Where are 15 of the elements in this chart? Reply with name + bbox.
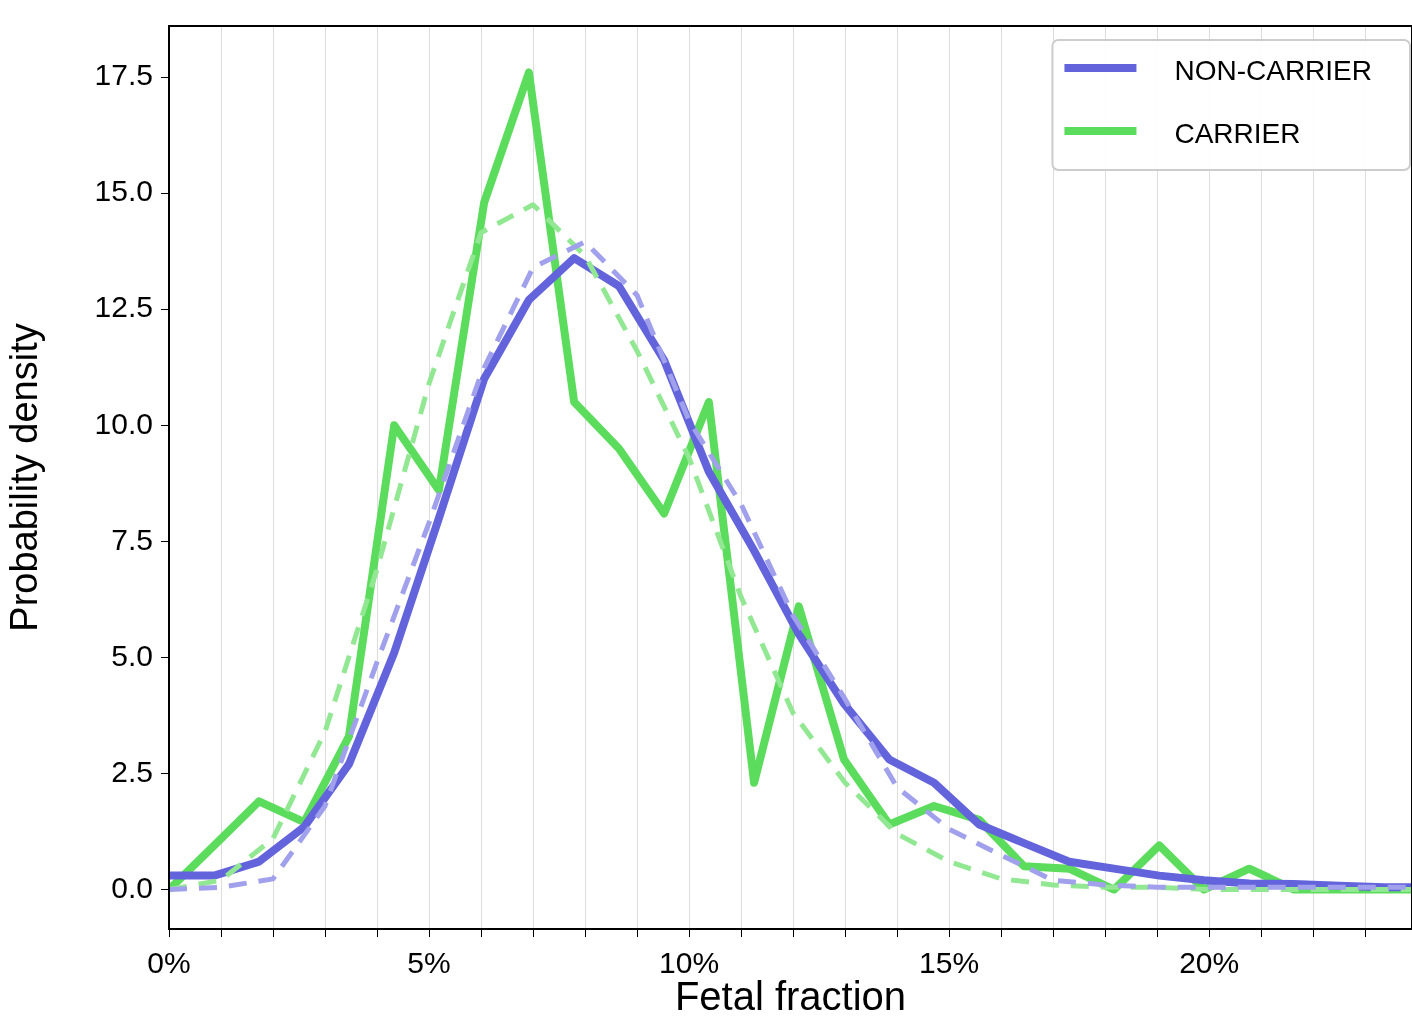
x-tick-label: 5% [407, 946, 451, 980]
y-tick-label: 12.5 [94, 290, 153, 324]
y-tick-label: 15.0 [94, 174, 153, 208]
x-tick-label: 15% [919, 946, 980, 980]
y-tick-label: 17.5 [94, 58, 153, 92]
x-tick-label: 0% [147, 946, 191, 980]
legend-label: CARRIER [1174, 117, 1301, 149]
y-tick-label: 5.0 [111, 638, 153, 672]
y-tick-label: 2.5 [111, 754, 153, 788]
y-tick-label: 7.5 [111, 522, 153, 556]
y-axis-title: Probability density [3, 323, 46, 632]
y-tick-label: 10.0 [94, 406, 153, 440]
legend-label: NON-CARRIER [1174, 54, 1372, 86]
x-tick-label: 20% [1179, 946, 1240, 980]
y-tick-label: 0.0 [111, 870, 153, 904]
